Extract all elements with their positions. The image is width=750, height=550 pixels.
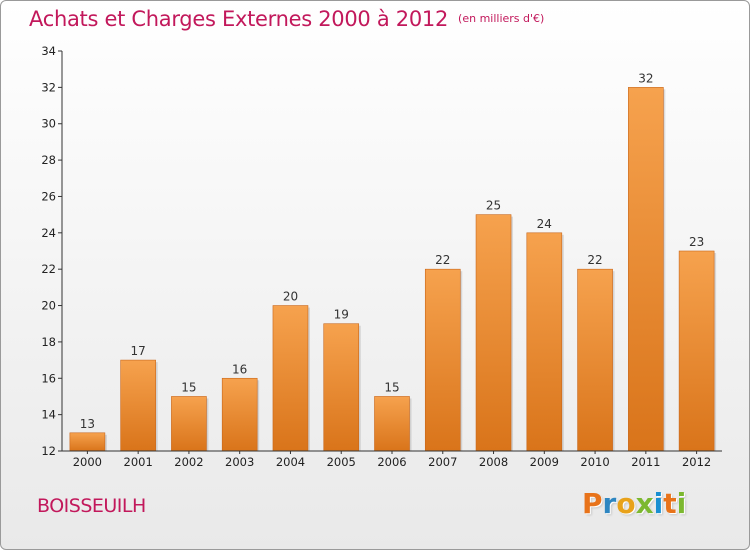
x-tick-label-2009: 2009: [530, 455, 559, 469]
x-tick-label-2000: 2000: [73, 455, 102, 469]
data-label-2000: 13: [80, 417, 95, 431]
data-label-2002: 15: [181, 380, 196, 394]
axes-group: 2000 2001 2002 2003 2004 2005 2006 2007 2008 2009…: [41, 44, 722, 469]
y-tick-label-30: 30: [41, 117, 56, 131]
proxiti-logo[interactable]: Proxiti: [582, 487, 686, 520]
x-tick-label-2007: 2007: [428, 455, 457, 469]
x-tick-label-2010: 2010: [580, 455, 609, 469]
y-tick-label-22: 22: [41, 262, 56, 276]
data-label-2011: 32: [638, 71, 653, 85]
commune-name: BOISSEUILH: [37, 495, 146, 517]
bar-2012: [678, 250, 715, 452]
data-label-2001: 17: [131, 344, 146, 358]
bars-group: 13 17 15 16 20 19 15 22 25 24 22 32 23: [69, 71, 717, 452]
bar-2006: [374, 396, 410, 452]
bar-2007: [424, 268, 461, 452]
bar-2005: [323, 323, 360, 452]
data-label-2003: 16: [232, 362, 247, 376]
logo-letter: i: [676, 487, 687, 520]
bar-2001: [120, 359, 156, 452]
bar-2000: [69, 432, 106, 452]
bar-2010: [577, 268, 613, 452]
x-tick-label-2006: 2006: [377, 455, 406, 469]
data-label-2009: 24: [537, 217, 552, 231]
bar-2003: [221, 377, 258, 452]
y-tick-label-20: 20: [41, 299, 56, 313]
logo-letter: o: [616, 487, 636, 520]
data-label-2004: 20: [283, 290, 298, 304]
chart-title: Achats et Charges Externes 2000 à 2012 (e…: [29, 7, 544, 31]
data-label-2005: 19: [334, 308, 349, 322]
data-label-2006: 15: [384, 380, 399, 394]
logo-letter: i: [653, 487, 664, 520]
y-tick-label-18: 18: [41, 335, 56, 349]
chart-title-text: Achats et Charges Externes 2000 à 2012: [29, 7, 449, 31]
y-tick-label-26: 26: [41, 189, 56, 203]
logo-letter: r: [602, 487, 617, 520]
logo-letter: P: [582, 487, 603, 520]
x-tick-label-2004: 2004: [276, 455, 305, 469]
bar-2011: [628, 87, 664, 452]
y-tick-label-16: 16: [41, 371, 56, 385]
x-tick-label-2012: 2012: [682, 455, 711, 469]
bar-2004: [272, 305, 309, 452]
data-label-2008: 25: [486, 199, 501, 213]
y-tick-label-32: 32: [41, 80, 56, 94]
logo-letter: x: [635, 487, 654, 520]
y-tick-label-12: 12: [41, 444, 56, 458]
data-label-2007: 22: [435, 253, 450, 267]
x-tick-label-2005: 2005: [327, 455, 356, 469]
bar-2008: [475, 214, 512, 452]
x-tick-label-2008: 2008: [479, 455, 508, 469]
logo-letter: t: [663, 487, 677, 520]
chart-unit: (en milliers d'€): [458, 12, 545, 25]
y-tick-label-14: 14: [41, 408, 56, 422]
bar-2002: [171, 396, 207, 452]
y-tick-label-28: 28: [41, 153, 56, 167]
data-label-2010: 22: [587, 253, 602, 267]
x-tick-label-2003: 2003: [225, 455, 254, 469]
x-tick-label-2002: 2002: [174, 455, 203, 469]
bar-2009: [526, 232, 563, 452]
y-tick-label-34: 34: [41, 44, 56, 58]
data-label-2012: 23: [689, 235, 704, 249]
x-tick-label-2001: 2001: [124, 455, 153, 469]
y-tick-label-24: 24: [41, 226, 56, 240]
x-tick-label-2011: 2011: [631, 455, 660, 469]
